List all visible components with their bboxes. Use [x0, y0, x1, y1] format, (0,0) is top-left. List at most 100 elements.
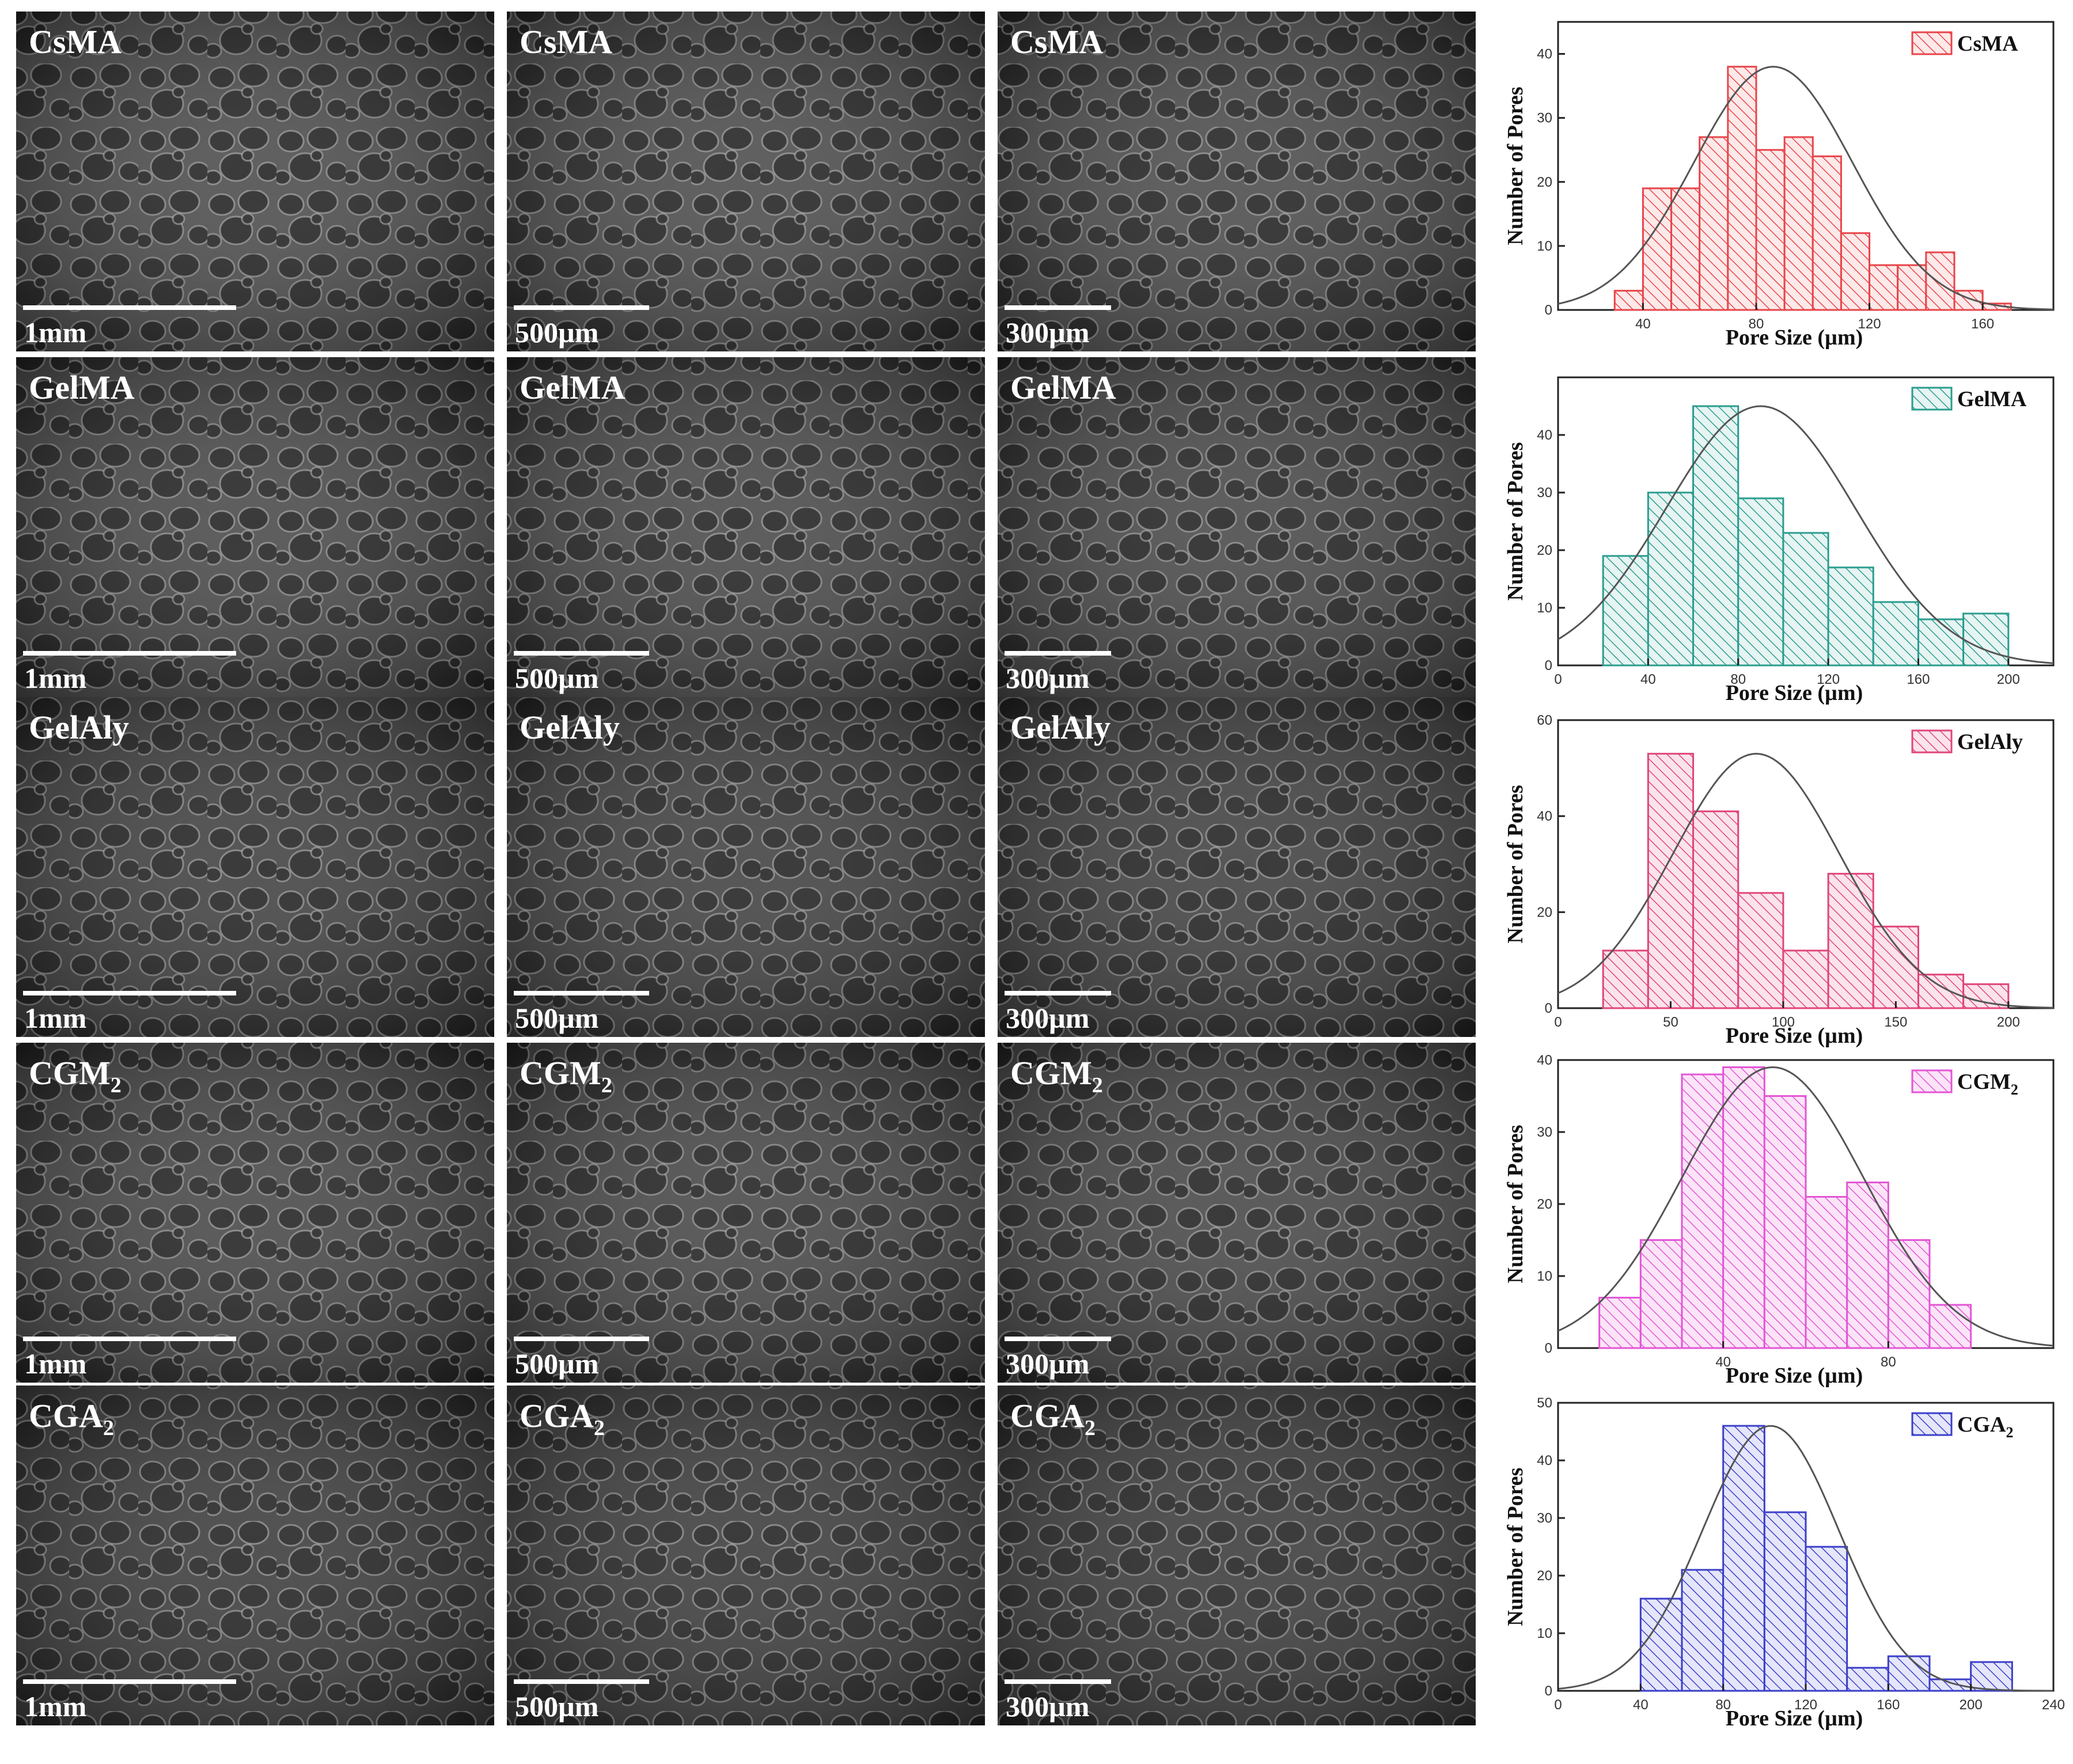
x-tick-label: 150: [1884, 1015, 1907, 1030]
y-tick-label: 0: [1545, 1683, 1552, 1699]
histogram-bar: [1917, 618, 1965, 667]
sem-shading: [16, 1386, 494, 1725]
scale-bar: [1005, 305, 1111, 310]
y-axis-title: Number of Pores: [1503, 86, 1528, 245]
legend-label: GelAly: [1957, 730, 2023, 754]
y-tick-label: 10: [1537, 600, 1552, 616]
legend-label: GelMA: [1957, 387, 2027, 411]
scale-bar: [514, 651, 649, 656]
sem-sample-name: CGM: [1010, 1054, 1092, 1092]
sem-shading: [998, 697, 1476, 1037]
sem-sample-label: CsMA: [520, 23, 612, 60]
histogram-bar: [1737, 892, 1784, 1009]
histogram-bar: [1887, 1655, 1931, 1692]
sem-sample-subscript: 2: [111, 1073, 122, 1097]
scale-bar-label: 300µm: [1006, 662, 1089, 694]
legend-swatch: [1911, 387, 1953, 411]
legend-name: CGA: [1957, 1413, 2006, 1437]
histogram-bar: [1805, 1546, 1848, 1692]
histogram-bar: [1872, 601, 1919, 667]
sem-sample-name: CGA: [29, 1397, 103, 1434]
sem-shading: [998, 12, 1476, 351]
legend-subscript: 2: [2011, 1081, 2018, 1098]
legend-swatch: [1911, 1412, 1953, 1436]
sem-shading: [998, 357, 1476, 697]
histogram-bar: [1642, 187, 1673, 311]
y-tick-label: 60: [1537, 713, 1552, 728]
y-tick-label: 10: [1537, 1269, 1552, 1284]
sem-shading: [507, 357, 985, 697]
histogram-bar: [1869, 264, 1899, 311]
x-tick-label: 160: [1971, 316, 1994, 332]
histogram-bar: [1647, 752, 1695, 1009]
y-tick-label: 40: [1537, 47, 1552, 62]
sem-sample-name: GelMA: [29, 369, 135, 406]
histogram-bar: [1670, 187, 1701, 311]
y-axis-title: Number of Pores: [1503, 442, 1528, 600]
sem-image-grid: CsMA 1mm CsMA 500µm CsMA 300µm GelMA 1mm GelMA 50…: [16, 12, 1476, 1725]
histogram-bar: [1737, 497, 1784, 667]
normal-fit-curve: [1557, 66, 2054, 311]
legend-subscript: 2: [2006, 1424, 2013, 1441]
x-tick-label: 100: [1772, 1015, 1795, 1030]
x-axis-title: Pore Size (µm): [1726, 681, 1863, 705]
sem-shading: [998, 1043, 1476, 1383]
scale-bar: [1005, 1679, 1111, 1684]
normal-fit-curve: [1557, 405, 2054, 664]
histogram-bar: [1811, 155, 1842, 311]
x-tick-label: 200: [1997, 1015, 2020, 1030]
sem-sample-name: GelMA: [1010, 369, 1116, 406]
scale-bar: [1005, 651, 1111, 656]
sem-shading: [507, 1043, 985, 1383]
y-tick-label: 40: [1537, 809, 1552, 824]
histogram-bar: [1897, 264, 1927, 311]
scale-bar-label: 500µm: [515, 1347, 598, 1380]
y-tick-label: 20: [1537, 904, 1552, 920]
histogram-bar: [1602, 949, 1649, 1009]
histogram-bar: [1872, 925, 1919, 1009]
y-tick-label: 10: [1537, 239, 1552, 254]
x-tick-label: 200: [1997, 672, 2020, 687]
sem-shading: [16, 697, 494, 1037]
sem-sample-label: GelMA: [29, 369, 135, 406]
sem-panel: CGM2 300µm: [998, 1043, 1476, 1383]
histogram-bar: [1727, 66, 1757, 311]
sem-shading: [16, 1043, 494, 1383]
x-axis-title: Pore Size (µm): [1726, 325, 1863, 350]
y-tick-label: 40: [1537, 427, 1552, 443]
scale-bar-label: 300µm: [1006, 1002, 1089, 1034]
sem-sample-name: GelAly: [29, 709, 129, 746]
x-tick-label: 80: [1730, 672, 1746, 687]
sem-sample-label: CGA2: [1010, 1397, 1096, 1440]
x-tick-label: 200: [1960, 1697, 1983, 1713]
y-tick-label: 0: [1545, 658, 1552, 673]
histogram-bar: [1782, 532, 1829, 667]
scale-bar: [23, 1679, 236, 1684]
sem-panel: GelMA 1mm: [16, 357, 494, 697]
sem-sample-label: CGM2: [29, 1054, 122, 1097]
sem-sample-name: CGM: [29, 1054, 111, 1092]
sem-shading: [998, 1386, 1476, 1725]
scale-bar: [514, 305, 649, 310]
scale-bar-label: 300µm: [1006, 1347, 1089, 1380]
sem-sample-label: GelMA: [1010, 369, 1116, 406]
y-tick-label: 50: [1537, 1395, 1552, 1411]
scale-bar-label: 1mm: [24, 316, 86, 349]
x-tick-label: 40: [1715, 1354, 1731, 1370]
histogram-bar: [1598, 1297, 1642, 1349]
scale-bar: [23, 305, 236, 310]
x-axis-title: Pore Size (µm): [1726, 1364, 1863, 1388]
histogram-bar: [1639, 1598, 1683, 1692]
x-tick-label: 80: [1715, 1697, 1731, 1713]
y-tick-label: 0: [1545, 1341, 1552, 1356]
sem-sample-name: CsMA: [29, 23, 122, 60]
sem-panel: CGM2 1mm: [16, 1043, 494, 1383]
legend-name: CsMA: [1957, 32, 2018, 56]
histogram-bar: [1917, 974, 1965, 1009]
x-tick-label: 120: [1858, 316, 1881, 332]
histogram-bar: [1827, 566, 1874, 667]
histogram-bar: [1925, 251, 1955, 311]
